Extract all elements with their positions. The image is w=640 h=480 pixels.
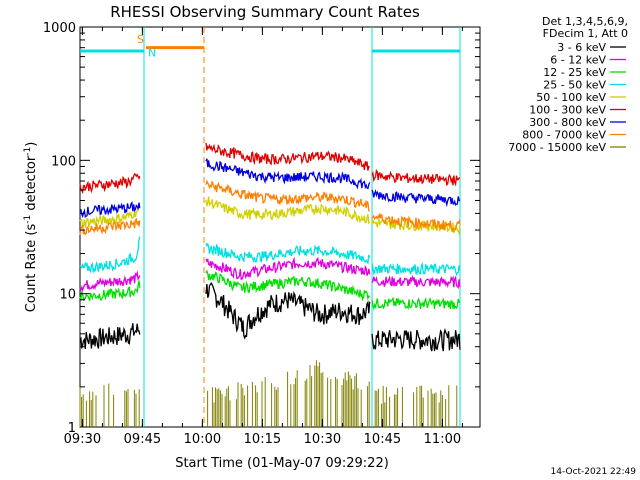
- series-line-25-50keV: [371, 261, 461, 277]
- series-line-12-25keV: [205, 269, 371, 302]
- series-line-300-800keV: [205, 158, 371, 190]
- saa-label: S: [137, 33, 144, 46]
- series-line-800-7000keV: [205, 179, 370, 212]
- y-axis-label: Count Rate (s-1 detector-1): [23, 142, 39, 313]
- legend-entry-label: 25 - 50 keV: [543, 79, 606, 92]
- legend-entry-label: 800 - 7000 keV: [522, 129, 606, 142]
- y-tick-label: 10: [59, 288, 76, 303]
- x-tick-label: 09:45: [124, 432, 161, 447]
- x-tick-label: 10:15: [244, 432, 281, 447]
- y-tick-label: 1: [68, 421, 76, 436]
- chart-title: RHESSI Observing Summary Count Rates: [110, 3, 420, 21]
- x-tick-label: 11:00: [424, 432, 461, 447]
- series-line-6-12keV: [79, 270, 141, 293]
- series-line-7000-15000keV: [207, 360, 370, 427]
- x-tick-label: 10:30: [304, 432, 341, 447]
- x-tick-label: 09:30: [64, 432, 101, 447]
- series-line-50-100keV: [205, 196, 371, 225]
- series-line-25-50keV: [205, 242, 371, 265]
- y-label-part: Count Rate (s: [24, 224, 39, 313]
- y-label-sup: -1: [23, 215, 33, 224]
- y-tick-label: 1000: [43, 21, 76, 36]
- series-line-300-800keV: [80, 200, 141, 219]
- legend-entry-label: 3 - 6 keV: [557, 41, 606, 54]
- y-label-part: ): [24, 142, 39, 147]
- legend: Det 1,3,4,5,6,9,FDecim 1, Att 03 - 6 keV…: [508, 15, 628, 154]
- series-line-50-100keV: [371, 217, 461, 236]
- legend-entry-label: 100 - 300 keV: [529, 104, 606, 117]
- x-tick-label: 10:45: [364, 432, 401, 447]
- axes: 09:30 09:45 10:00 10:15 10:30 10:45 11:00 1 10 10…: [43, 21, 480, 447]
- series-line-6-12keV: [371, 274, 461, 290]
- legend-entry-label: 12 - 25 keV: [543, 66, 606, 79]
- y-label-sup: -1: [23, 147, 33, 156]
- plot-frame: [79, 26, 481, 428]
- series-line-100-300keV: [371, 168, 461, 187]
- series-line-300-800keV: [371, 188, 461, 208]
- legend-entry-label: 7000 - 15000 keV: [508, 141, 606, 154]
- legend-entry-label: 50 - 100 keV: [536, 91, 606, 104]
- series-line-7000-15000keV: [374, 385, 458, 427]
- series-line-12-25keV: [371, 296, 461, 311]
- plot-border: [79, 26, 481, 428]
- y-tick-label: 100: [51, 154, 76, 169]
- series-line-3-6keV: [371, 327, 461, 352]
- series-lines: [79, 142, 461, 427]
- series-line-100-300keV: [205, 142, 371, 171]
- x-tick-label: 10:00: [184, 432, 221, 447]
- legend-header: Det 1,3,4,5,6,9,: [542, 15, 628, 28]
- series-line-25-50keV: [79, 236, 141, 274]
- series-line-6-12keV: [205, 256, 371, 281]
- legend-entry-label: 6 - 12 keV: [550, 54, 606, 67]
- series-line-50-100keV: [79, 204, 141, 228]
- series-line-3-6keV: [79, 323, 141, 350]
- night-label: N: [148, 47, 156, 60]
- legend-entry-label: 300 - 800 keV: [529, 116, 606, 129]
- series-line-800-7000keV: [79, 217, 141, 236]
- legend-header: FDecim 1, Att 0: [543, 27, 628, 40]
- series-line-100-300keV: [79, 172, 141, 195]
- series-line-3-6keV: [205, 282, 371, 340]
- series-line-800-7000keV: [371, 213, 461, 233]
- y-label-part: detector: [24, 155, 39, 215]
- x-axis-label: Start Time (01-May-07 09:29:22): [175, 456, 389, 471]
- series-line-12-25keV: [79, 280, 141, 302]
- date-stamp: 14-Oct-2021 22:49: [551, 467, 637, 477]
- series-line-7000-15000keV: [79, 383, 140, 427]
